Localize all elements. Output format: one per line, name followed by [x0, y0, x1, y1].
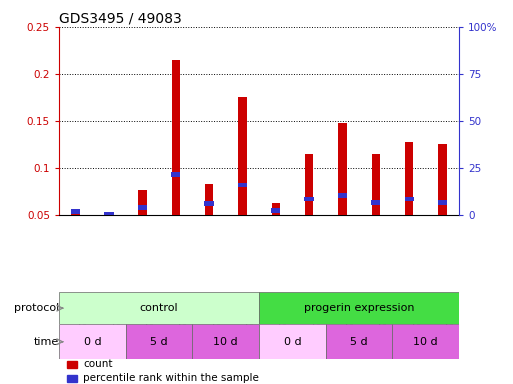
Bar	[405, 197, 413, 201]
Text: control: control	[140, 303, 179, 313]
Bar	[259, 324, 326, 359]
Bar	[171, 60, 180, 215]
Bar	[59, 292, 259, 324]
Bar	[59, 324, 126, 359]
Text: protocol: protocol	[14, 303, 59, 313]
Text: GSM255806: GSM255806	[109, 292, 118, 347]
Text: progerin expression: progerin expression	[304, 303, 415, 313]
Bar	[338, 123, 347, 215]
Text: GSM255831: GSM255831	[343, 292, 351, 347]
Text: GSM255828: GSM255828	[242, 292, 251, 347]
Text: 5 d: 5 d	[150, 337, 168, 347]
Text: 10 d: 10 d	[213, 337, 238, 347]
Bar	[105, 214, 113, 215]
Bar	[138, 205, 147, 210]
Bar	[192, 324, 259, 359]
Bar	[126, 324, 192, 359]
Text: 5 d: 5 d	[350, 337, 368, 347]
Text: GSM255807: GSM255807	[143, 292, 151, 347]
Bar	[371, 200, 380, 205]
Bar	[67, 374, 77, 382]
Bar	[271, 208, 280, 213]
Text: 10 d: 10 d	[413, 337, 438, 347]
Bar	[171, 172, 180, 177]
Text: 0 d: 0 d	[284, 337, 301, 347]
Text: GSM255809: GSM255809	[209, 292, 218, 347]
Text: GSM255832: GSM255832	[376, 292, 385, 347]
Bar	[271, 203, 280, 215]
Bar	[338, 193, 347, 198]
Text: count: count	[83, 359, 112, 369]
Text: GSM255830: GSM255830	[309, 292, 318, 347]
Bar	[67, 361, 77, 368]
Bar	[238, 182, 247, 187]
Bar	[371, 154, 380, 215]
Bar	[71, 209, 80, 214]
Text: GSM255833: GSM255833	[409, 292, 418, 347]
Bar	[205, 184, 213, 215]
Bar	[438, 144, 447, 215]
Text: GSM255834: GSM255834	[442, 292, 451, 347]
Bar	[71, 214, 80, 215]
Text: GSM255829: GSM255829	[276, 292, 285, 347]
Text: GSM255774: GSM255774	[76, 292, 85, 347]
Text: 0 d: 0 d	[84, 337, 101, 347]
Bar	[105, 212, 113, 217]
Text: GDS3495 / 49083: GDS3495 / 49083	[59, 12, 182, 26]
Bar	[259, 292, 459, 324]
Text: time: time	[34, 337, 59, 347]
Bar	[138, 190, 147, 215]
Bar	[305, 154, 313, 215]
Bar	[392, 324, 459, 359]
Bar	[305, 197, 313, 201]
Bar	[238, 98, 247, 215]
Bar	[438, 200, 447, 205]
Bar	[205, 201, 213, 206]
Text: percentile rank within the sample: percentile rank within the sample	[83, 373, 259, 383]
Bar	[326, 324, 392, 359]
Text: GSM255808: GSM255808	[175, 292, 185, 347]
Bar	[405, 142, 413, 215]
